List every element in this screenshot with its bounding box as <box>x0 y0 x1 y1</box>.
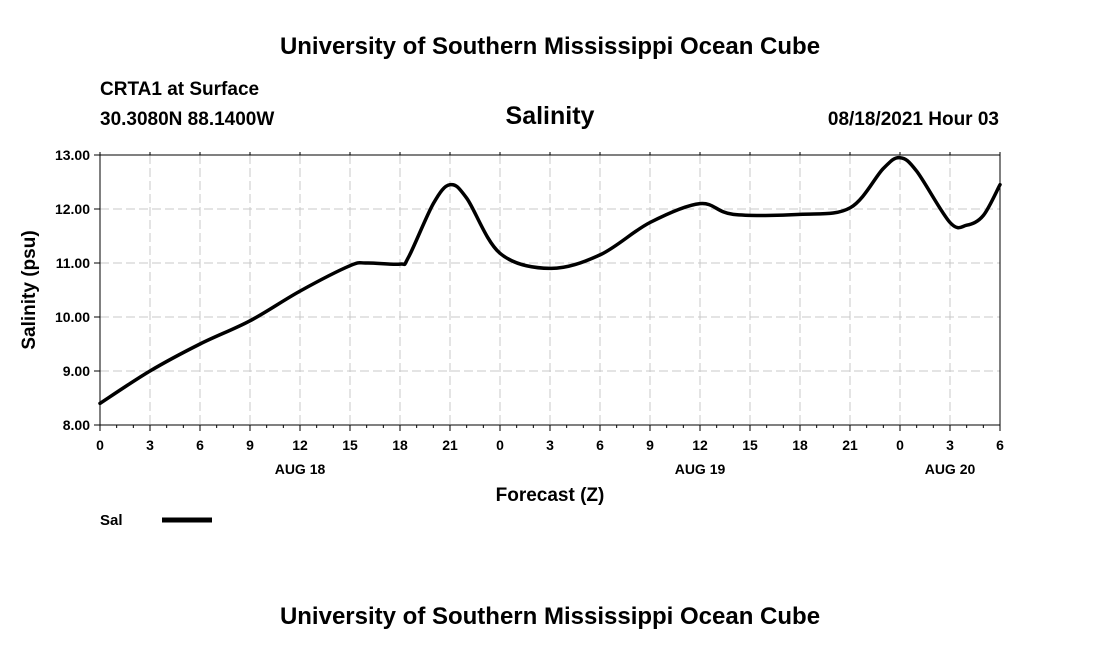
x-tick-label: 3 <box>546 437 554 453</box>
y-axis-label: Salinity (psu) <box>19 230 40 349</box>
y-tick-label: 13.00 <box>55 147 90 163</box>
x-tick-label: 6 <box>596 437 604 453</box>
header-title-bottom: University of Southern Mississippi Ocean… <box>280 603 820 630</box>
x-tick-label: 6 <box>996 437 1004 453</box>
x-tick-label: 15 <box>742 437 758 453</box>
x-tick-label: 3 <box>146 437 154 453</box>
coordinates-label: 30.3080N 88.1400W <box>100 109 274 130</box>
x-tick-label: 0 <box>496 437 504 453</box>
date-label: AUG 18 <box>275 461 326 477</box>
grid <box>100 155 1000 425</box>
x-tick-label: 21 <box>442 437 458 453</box>
y-tick-label: 9.00 <box>63 363 90 379</box>
station-label: CRTA1 at Surface <box>100 79 259 100</box>
axes: 8.00 9.00 10.00 11.00 12.00 13.00 0 3 6 9 12 15 18 21… <box>55 147 1004 477</box>
x-tick-label: 15 <box>342 437 358 453</box>
timestamp-label: 08/18/2021 Hour 03 <box>828 109 999 130</box>
x-axis-label: Forecast (Z) <box>496 485 605 506</box>
x-tick-label: 0 <box>896 437 904 453</box>
chart-title: Salinity <box>506 102 595 130</box>
series-layer <box>98 155 1002 406</box>
series-line-sal <box>98 155 1002 406</box>
x-tick-label: 3 <box>946 437 954 453</box>
y-tick-label: 12.00 <box>55 201 90 217</box>
x-tick-label: 18 <box>392 437 408 453</box>
plot-frame <box>99 154 1001 426</box>
x-tick-label: 9 <box>646 437 654 453</box>
header-title-top: University of Southern Mississippi Ocean… <box>280 33 820 60</box>
y-tick-label: 8.00 <box>63 417 90 433</box>
date-label: AUG 20 <box>925 461 976 477</box>
y-tick-label: 10.00 <box>55 309 90 325</box>
x-tick-label: 18 <box>792 437 808 453</box>
y-tick-label: 11.00 <box>56 255 90 271</box>
date-label: AUG 19 <box>675 461 726 477</box>
x-tick-label: 12 <box>292 437 308 453</box>
x-tick-label: 9 <box>246 437 254 453</box>
x-tick-label: 21 <box>842 437 858 453</box>
legend-label-sal: Sal <box>100 512 123 529</box>
x-tick-label: 0 <box>96 437 104 453</box>
x-tick-label: 12 <box>692 437 708 453</box>
x-tick-label: 6 <box>196 437 204 453</box>
